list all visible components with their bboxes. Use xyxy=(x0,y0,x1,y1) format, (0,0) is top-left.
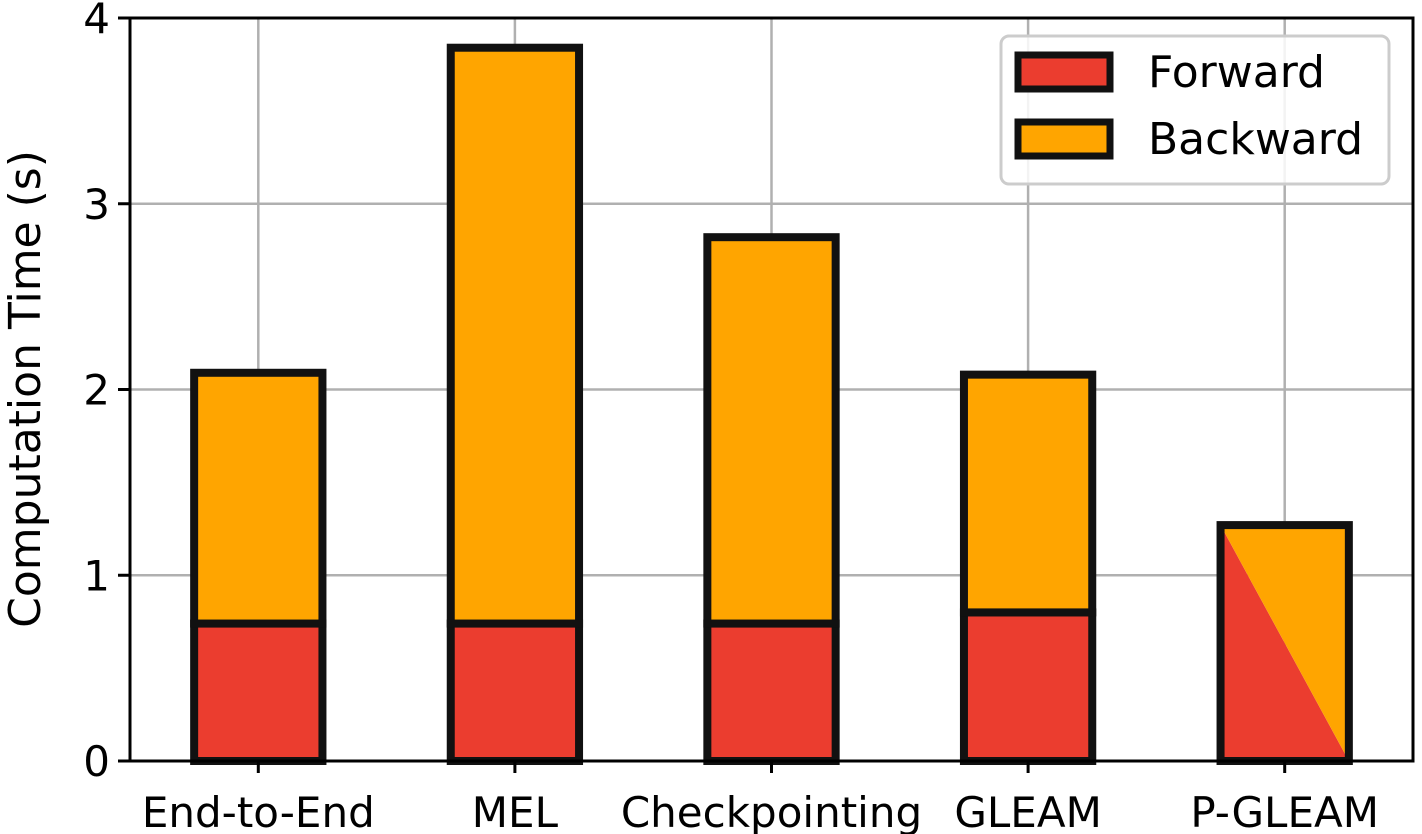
y-tick-label: 1 xyxy=(83,551,110,600)
y-tick-label: 3 xyxy=(83,180,110,229)
legend-label-forward: Forward xyxy=(1148,47,1325,98)
x-tick-label: GLEAM xyxy=(954,788,1101,834)
legend: Forward Backward xyxy=(999,34,1391,186)
bar-overlapped-forward-area xyxy=(1220,525,1349,761)
x-tick-label: P-GLEAM xyxy=(1190,788,1379,834)
bar-overlapped-backward-area xyxy=(1220,525,1349,761)
bar-forward-segment xyxy=(959,608,1097,766)
x-tick-label: MEL xyxy=(472,788,559,834)
bar-backward-segment xyxy=(446,43,584,628)
bar-backward-segment xyxy=(959,370,1097,617)
bar-forward-segment xyxy=(446,619,584,765)
legend-swatch-backward xyxy=(1014,118,1114,160)
y-tick-label: 0 xyxy=(83,737,110,786)
y-axis-label: Computation Time (s) xyxy=(0,150,51,628)
x-axis-ticks: End-to-End MEL Checkpointing GLEAM P-GLEAM xyxy=(142,761,1379,834)
x-tick-label: Checkpointing xyxy=(621,788,922,834)
legend-label-backward: Backward xyxy=(1148,114,1363,165)
bar-backward-segment xyxy=(703,233,840,628)
bar-forward-segment xyxy=(190,619,327,765)
y-axis-ticks: 0 1 2 3 4 xyxy=(83,0,130,786)
x-tick-label: End-to-End xyxy=(142,788,375,834)
legend-swatch-forward xyxy=(1014,51,1114,93)
y-tick-label: 2 xyxy=(83,366,110,415)
y-tick-label: 4 xyxy=(83,0,110,43)
bar-forward-segment xyxy=(703,619,840,765)
bar-backward-segment xyxy=(190,368,327,628)
